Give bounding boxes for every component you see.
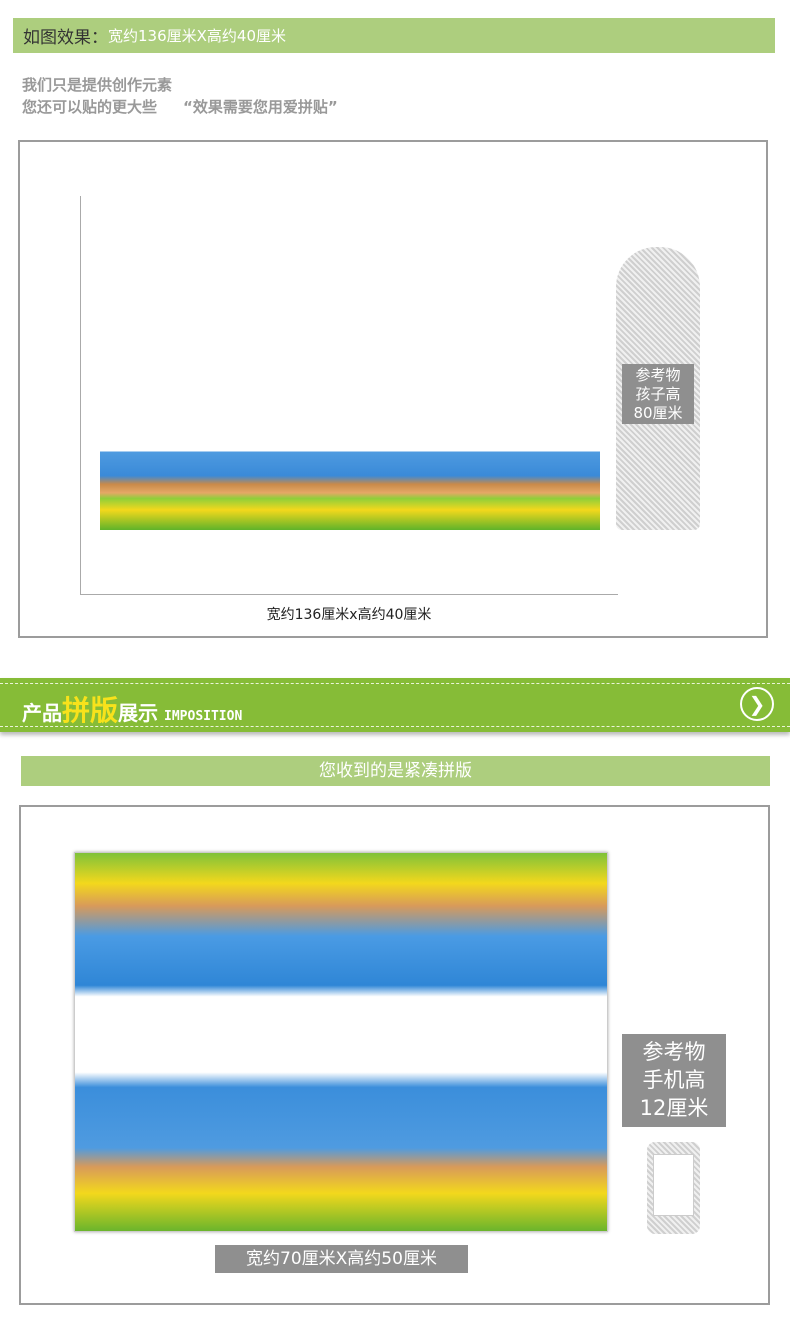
- banner-title-c: 展示: [118, 701, 159, 725]
- layout-box: 参考物 手机高 12厘米 宽约70厘米X高约50厘米: [19, 805, 770, 1305]
- effect-label: 如图效果：: [23, 28, 108, 48]
- sticker-preview-image: [100, 387, 600, 530]
- imposition-banner: 产品 拼版 展示 IMPOSITION ❯: [0, 678, 790, 732]
- preview-box: 参考物 孩子高 80厘米 宽约136厘米x高约40厘米: [18, 140, 768, 638]
- effect-header: 如图效果： 宽约136厘米X高约40厘米: [13, 18, 775, 53]
- preview-caption: 宽约136厘米x高约40厘米: [266, 607, 432, 623]
- banner-title-a: 产品: [22, 701, 62, 725]
- banner-title-b: 拼版: [62, 694, 119, 727]
- sticker-sheet-image: [74, 852, 608, 1232]
- phone-icon: [647, 1142, 700, 1234]
- height-axis-line: [80, 196, 81, 594]
- child-reference-label: 参考物 孩子高 80厘米: [622, 364, 694, 424]
- layout-caption: 宽约70厘米X高约50厘米: [215, 1245, 468, 1273]
- phone-reference-label: 参考物 手机高 12厘米: [622, 1034, 726, 1127]
- width-axis-line: [80, 594, 618, 595]
- chevron-right-icon[interactable]: ❯: [740, 687, 774, 721]
- layout-subtitle: 您收到的是紧凑拼版: [21, 756, 770, 786]
- effect-dimensions: 宽约136厘米X高约40厘米: [108, 27, 286, 45]
- note-line-1: 我们只是提供创作元素: [22, 76, 173, 94]
- banner-title-en: IMPOSITION: [164, 709, 243, 724]
- note-line-2: 您还可以贴的更大些 “效果需要您用爱拼贴”: [22, 98, 338, 116]
